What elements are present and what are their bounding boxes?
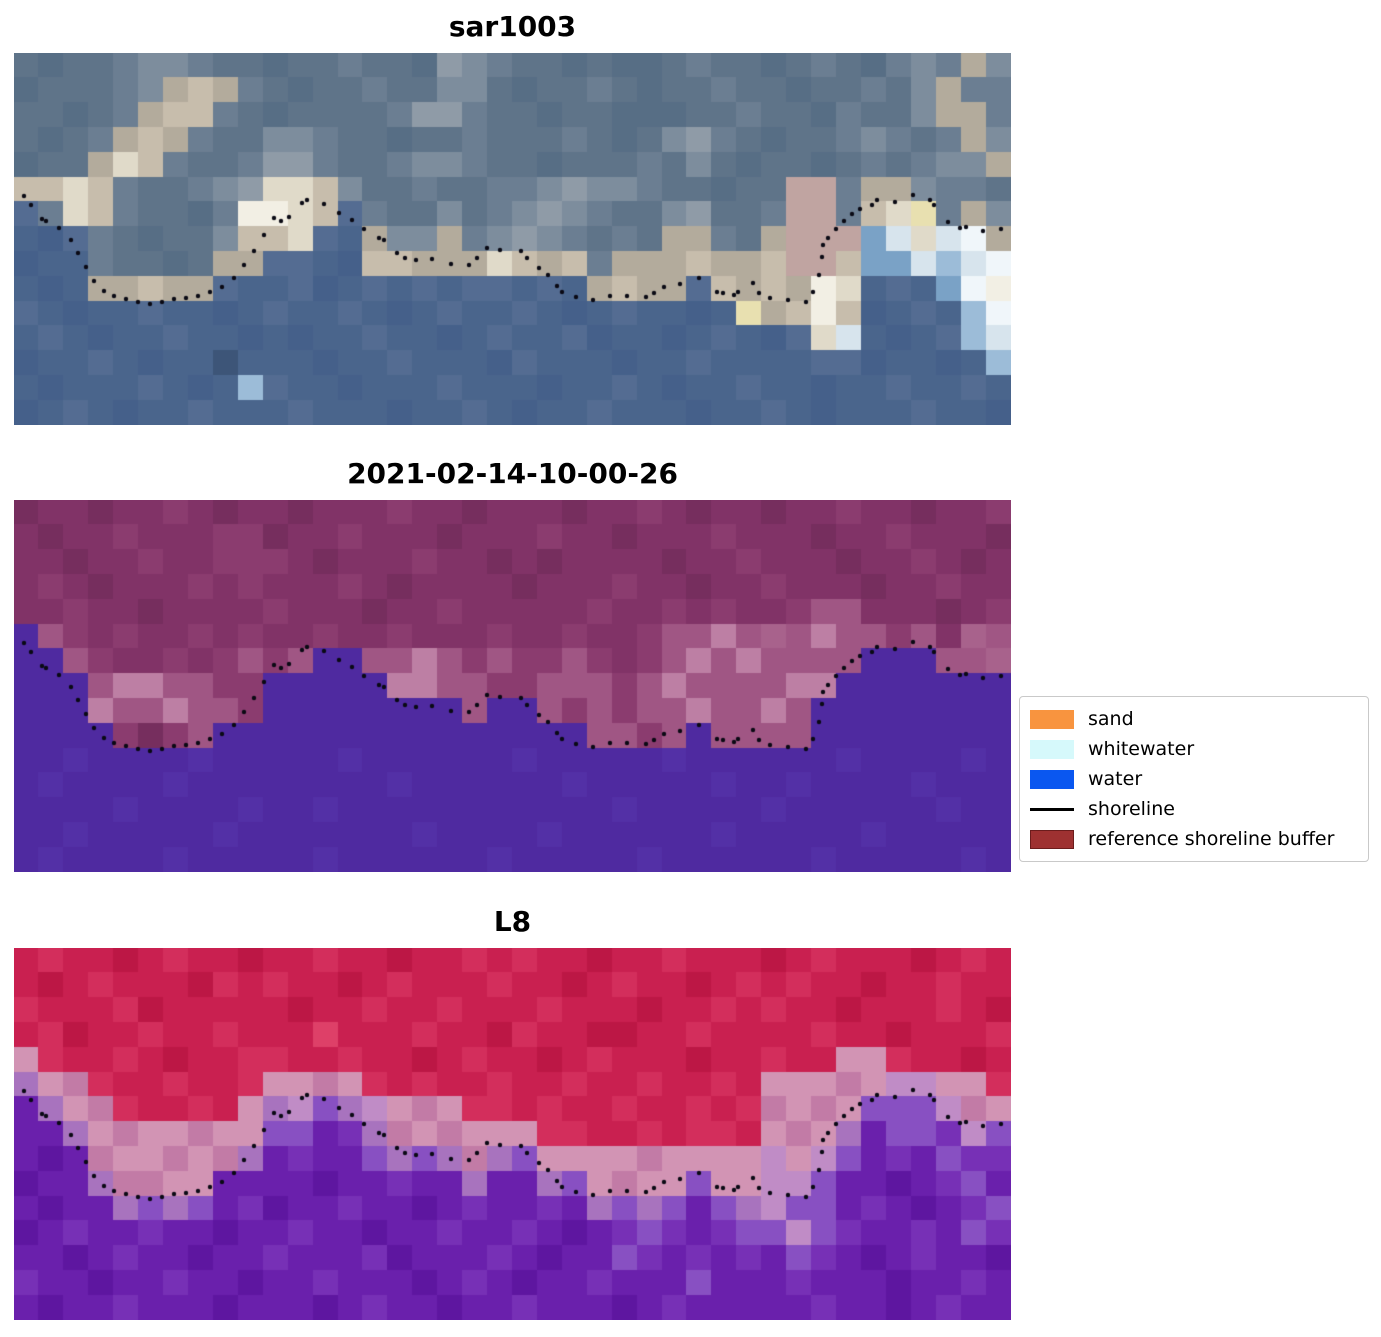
- legend: sand whitewater water shoreline referenc…: [1019, 696, 1369, 862]
- legend-label-shoreline: shoreline: [1088, 798, 1175, 820]
- legend-entry-reference-shoreline-buffer: reference shoreline buffer: [1030, 824, 1358, 854]
- panel-image-classified-date: [14, 500, 1011, 872]
- legend-label-reference-shoreline-buffer: reference shoreline buffer: [1088, 828, 1335, 850]
- sand-swatch: [1030, 709, 1074, 729]
- legend-label-sand: sand: [1088, 708, 1134, 730]
- reference-shoreline-buffer-swatch: [1030, 829, 1074, 849]
- legend-label-water: water: [1088, 768, 1143, 790]
- whitewater-swatch: [1030, 739, 1074, 759]
- legend-entry-whitewater: whitewater: [1030, 734, 1358, 764]
- panel-title-l8: L8: [493, 905, 532, 938]
- legend-entry-shoreline: shoreline: [1030, 794, 1358, 824]
- legend-entry-sand: sand: [1030, 704, 1358, 734]
- panel-title-classified-date: 2021-02-14-10-00-26: [347, 457, 678, 490]
- water-swatch: [1030, 769, 1074, 789]
- panel-image-sar1003: [14, 53, 1011, 425]
- legend-label-whitewater: whitewater: [1088, 738, 1195, 760]
- legend-entry-water: water: [1030, 764, 1358, 794]
- panel-title-sar1003: sar1003: [448, 10, 577, 43]
- panel-image-l8: [14, 948, 1011, 1320]
- shoreline-line-swatch: [1030, 807, 1074, 811]
